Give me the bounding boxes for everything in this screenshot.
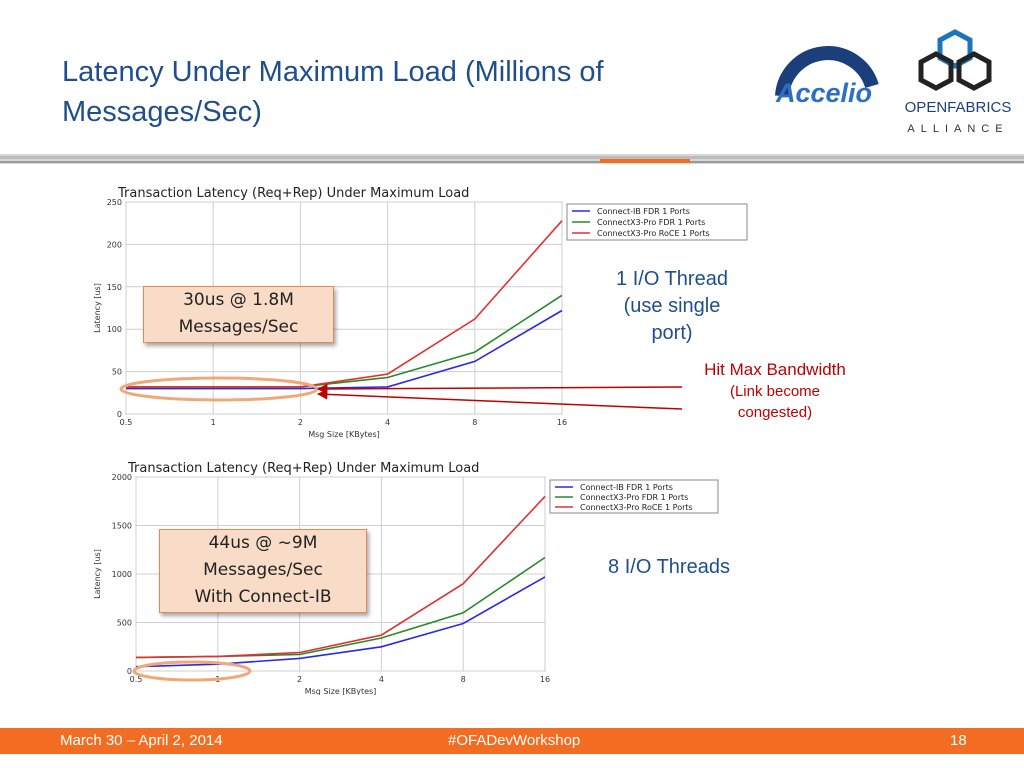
accelio-logo: Accelio: [775, 46, 879, 108]
y-tick-label: 50: [112, 368, 122, 377]
title-divider: [0, 154, 1024, 164]
x-tick-label: 1: [215, 675, 220, 684]
x-tick-label: 8: [472, 418, 477, 427]
x-tick-label: 2: [298, 418, 303, 427]
y-tick-label: 0: [127, 667, 132, 676]
legend-label-1: Connect-IB FDR 1 Ports: [580, 483, 673, 492]
note-max-bandwidth: Hit Max Bandwidth (Link become congested…: [684, 359, 866, 423]
accelio-logo-text: Accelio: [775, 78, 872, 108]
openfabrics-logo: OPENFABRICS ALLIANCE: [905, 29, 1012, 135]
note-one-thread-line3: port): [651, 322, 693, 344]
x-tick-label: 0.5: [120, 418, 133, 427]
y-tick-label: 200: [107, 240, 122, 249]
callout-eight-threads: 44us @ ~9M Messages/Sec With Connect-IB: [159, 529, 367, 613]
y-tick-label: 500: [117, 619, 132, 628]
y-axis-label: Latency [us]: [93, 283, 102, 333]
note-eight-threads: 8 I/O Threads: [608, 556, 730, 578]
note-max-bandwidth-line1: Hit Max Bandwidth: [704, 360, 846, 379]
chart-title: Transaction Latency (Req+Rep) Under Maxi…: [117, 186, 469, 201]
x-tick-label: 2: [297, 675, 302, 684]
x-tick-label: 1: [211, 418, 216, 427]
callout-single-thread-line1: 30us @ 1.8M: [183, 290, 294, 310]
x-tick-label: 0.5: [130, 675, 143, 684]
chart-legend: [549, 479, 719, 514]
y-tick-label: 0: [117, 410, 122, 419]
ofa-logo-text-1: OPENFABRICS: [905, 99, 1012, 116]
ofa-logo-text-2: ALLIANCE: [907, 123, 1008, 135]
note-one-thread: 1 I/O Thread (use single port): [592, 266, 752, 346]
slide-title: Latency Under Maximum Load (Millions of …: [62, 56, 604, 128]
y-tick-label: 2000: [112, 473, 132, 482]
note-max-bandwidth-line3: congested): [737, 404, 813, 421]
footer-date: March 30 – April 2, 2014: [60, 732, 223, 749]
y-tick-label: 250: [107, 198, 122, 207]
chart-legend: [566, 203, 748, 241]
footer-hashtag: #OFADevWorkshop: [448, 732, 581, 749]
legend-label-2: ConnectX3-Pro FDR 1 Ports: [580, 493, 688, 502]
chart-title: Transaction Latency (Req+Rep) Under Maxi…: [127, 461, 479, 476]
y-axis-label: Latency [us]: [93, 549, 102, 599]
x-tick-label: 16: [540, 675, 550, 684]
x-axis-label: Msg Size [KBytes]: [308, 430, 380, 439]
callout-eight-threads-line3: With Connect-IB: [194, 587, 332, 607]
y-tick-label: 100: [107, 325, 122, 334]
callout-single-thread: 30us @ 1.8M Messages/Sec: [143, 286, 334, 343]
legend-label-1: Connect-IB FDR 1 Ports: [597, 207, 690, 216]
y-tick-label: 1000: [112, 570, 132, 579]
x-tick-label: 4: [385, 418, 390, 427]
note-max-bandwidth-line2: (Link become: [729, 383, 821, 400]
x-tick-label: 4: [379, 675, 384, 684]
footer-bar: March 30 – April 2, 2014 #OFADevWorkshop…: [0, 728, 1024, 754]
y-tick-label: 150: [107, 283, 122, 292]
note-one-thread-line2: (use single: [623, 295, 721, 317]
callout-eight-threads-line1: 44us @ ~9M: [208, 533, 318, 553]
y-tick-label: 1500: [112, 522, 132, 531]
callout-eight-threads-line2: Messages/Sec: [203, 560, 323, 580]
legend-label-3: ConnectX3-Pro RoCE 1 Ports: [580, 503, 693, 512]
series-line-3: [135, 495, 546, 659]
legend-label-3: ConnectX3-Pro RoCE 1 Ports: [597, 229, 710, 238]
legend-label-2: ConnectX3-Pro FDR 1 Ports: [597, 218, 705, 227]
x-tick-label: 16: [557, 418, 567, 427]
x-tick-label: 8: [461, 675, 466, 684]
x-axis-label: Msg Size [KBytes]: [305, 687, 377, 695]
callout-single-thread-line2: Messages/Sec: [178, 317, 299, 337]
note-one-thread-line1: 1 I/O Thread: [616, 268, 728, 290]
footer-page-number: 18: [950, 732, 967, 749]
